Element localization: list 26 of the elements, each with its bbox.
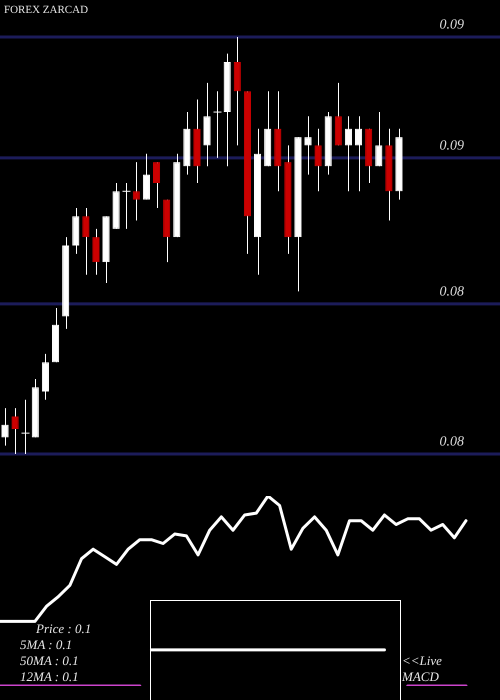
text: 0.08 — [440, 284, 464, 300]
chart-title: FOREX ZARCAD — [4, 4, 88, 16]
text: 0.08 — [440, 434, 464, 450]
annotation: <<Live — [402, 653, 442, 668]
text: 0.09 — [440, 18, 464, 33]
annotation: MACD — [402, 669, 439, 684]
annotation: 5MA : 0.1 — [20, 637, 72, 652]
candlestick — [82, 207, 90, 276]
text: 0.09 — [440, 138, 464, 154]
candlestick — [375, 112, 382, 167]
candlestick — [344, 116, 352, 192]
candlestick — [304, 116, 312, 176]
candlestick — [132, 162, 140, 221]
candlestick — [314, 128, 322, 192]
candlestick — [355, 116, 362, 192]
candlestick — [213, 90, 222, 158]
candlestick — [21, 399, 30, 454]
annotation: 50MA : 0.1 — [20, 653, 79, 668]
candlestick — [153, 162, 160, 208]
candlestick — [12, 408, 19, 454]
candlestick — [142, 153, 150, 200]
candlestick — [122, 182, 131, 230]
candlestick — [92, 228, 100, 276]
candlestick — [2, 408, 9, 446]
annotation: 12MA : 0.1 — [20, 669, 79, 684]
annotation: Price : 0.1 — [36, 621, 92, 636]
